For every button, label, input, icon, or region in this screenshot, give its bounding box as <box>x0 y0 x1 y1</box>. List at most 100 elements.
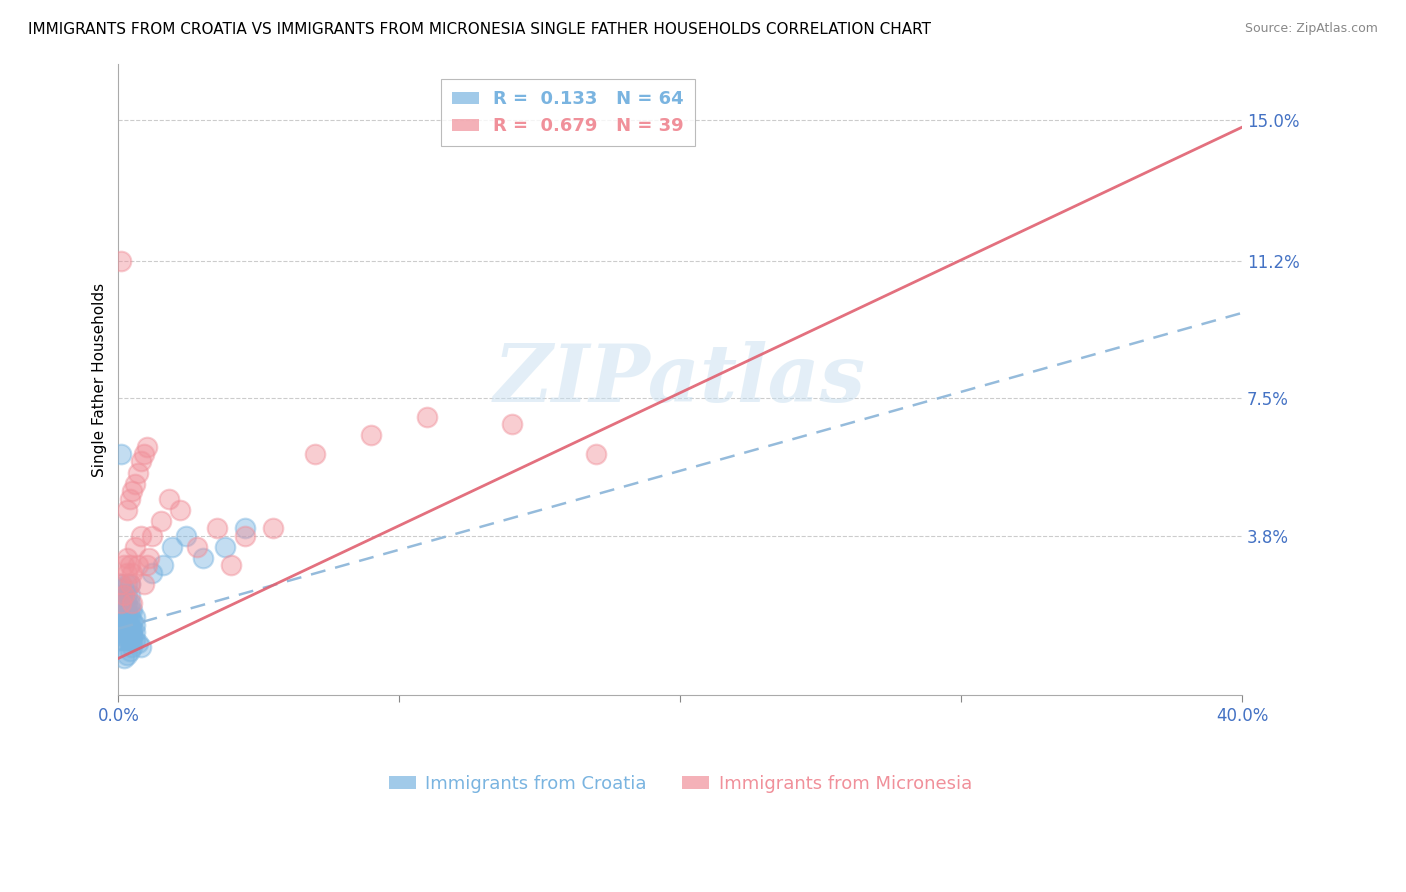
Point <box>124 625 146 640</box>
Point <box>124 540 146 554</box>
Point <box>115 588 138 602</box>
Point <box>112 622 135 636</box>
Point <box>174 529 197 543</box>
Point <box>157 491 180 506</box>
Point <box>121 640 143 655</box>
Point <box>121 629 143 643</box>
Point <box>110 447 132 461</box>
Point <box>118 577 141 591</box>
Point <box>233 529 256 543</box>
Point <box>149 514 172 528</box>
Point <box>205 521 228 535</box>
Point <box>121 484 143 499</box>
Point <box>115 577 138 591</box>
Point <box>129 529 152 543</box>
Point <box>112 588 135 602</box>
Point <box>110 596 132 610</box>
Point <box>118 632 141 647</box>
Point <box>115 603 138 617</box>
Point <box>152 558 174 573</box>
Point <box>127 558 149 573</box>
Point <box>121 566 143 580</box>
Point <box>110 614 132 628</box>
Point <box>121 596 143 610</box>
Point <box>118 618 141 632</box>
Point <box>118 491 141 506</box>
Point <box>118 577 141 591</box>
Point <box>110 622 132 636</box>
Point <box>115 614 138 628</box>
Point <box>110 596 132 610</box>
Point <box>124 476 146 491</box>
Point <box>127 466 149 480</box>
Point <box>118 596 141 610</box>
Point <box>141 566 163 580</box>
Point <box>132 577 155 591</box>
Point <box>160 540 183 554</box>
Point <box>169 502 191 516</box>
Text: ZIPatlas: ZIPatlas <box>494 341 866 418</box>
Point <box>121 603 143 617</box>
Point <box>124 618 146 632</box>
Point <box>138 551 160 566</box>
Point <box>141 529 163 543</box>
Point <box>112 558 135 573</box>
Point <box>121 632 143 647</box>
Point <box>110 625 132 640</box>
Point <box>110 577 132 591</box>
Point <box>304 447 326 461</box>
Legend: Immigrants from Croatia, Immigrants from Micronesia: Immigrants from Croatia, Immigrants from… <box>381 768 979 800</box>
Point <box>118 629 141 643</box>
Point <box>112 588 135 602</box>
Point <box>585 447 607 461</box>
Point <box>115 502 138 516</box>
Point <box>112 610 135 624</box>
Point <box>115 551 138 566</box>
Point <box>127 636 149 650</box>
Point <box>501 417 523 432</box>
Point <box>214 540 236 554</box>
Point <box>115 566 138 580</box>
Point <box>110 588 132 602</box>
Point <box>186 540 208 554</box>
Point <box>219 558 242 573</box>
Point <box>118 644 141 658</box>
Point <box>112 618 135 632</box>
Point <box>233 521 256 535</box>
Point <box>112 629 135 643</box>
Point <box>112 596 135 610</box>
Point <box>115 596 138 610</box>
Point <box>110 254 132 268</box>
Point <box>124 632 146 647</box>
Point <box>112 581 135 595</box>
Point <box>121 625 143 640</box>
Point <box>135 558 157 573</box>
Point <box>118 588 141 602</box>
Point <box>110 610 132 624</box>
Text: Source: ZipAtlas.com: Source: ZipAtlas.com <box>1244 22 1378 36</box>
Point <box>112 632 135 647</box>
Point <box>110 603 132 617</box>
Point <box>132 447 155 461</box>
Point <box>110 577 132 591</box>
Point <box>118 610 141 624</box>
Point <box>115 625 138 640</box>
Text: IMMIGRANTS FROM CROATIA VS IMMIGRANTS FROM MICRONESIA SINGLE FATHER HOUSEHOLDS C: IMMIGRANTS FROM CROATIA VS IMMIGRANTS FR… <box>28 22 931 37</box>
Point <box>118 622 141 636</box>
Point <box>115 632 138 647</box>
Point <box>191 551 214 566</box>
Point <box>115 610 138 624</box>
Point <box>115 648 138 662</box>
Point <box>112 603 135 617</box>
Point <box>118 558 141 573</box>
Point <box>110 632 132 647</box>
Point <box>115 629 138 643</box>
Point <box>112 614 135 628</box>
Point <box>360 428 382 442</box>
Point <box>262 521 284 535</box>
Point <box>112 651 135 665</box>
Point <box>110 618 132 632</box>
Point <box>115 622 138 636</box>
Point <box>121 614 143 628</box>
Point <box>129 640 152 655</box>
